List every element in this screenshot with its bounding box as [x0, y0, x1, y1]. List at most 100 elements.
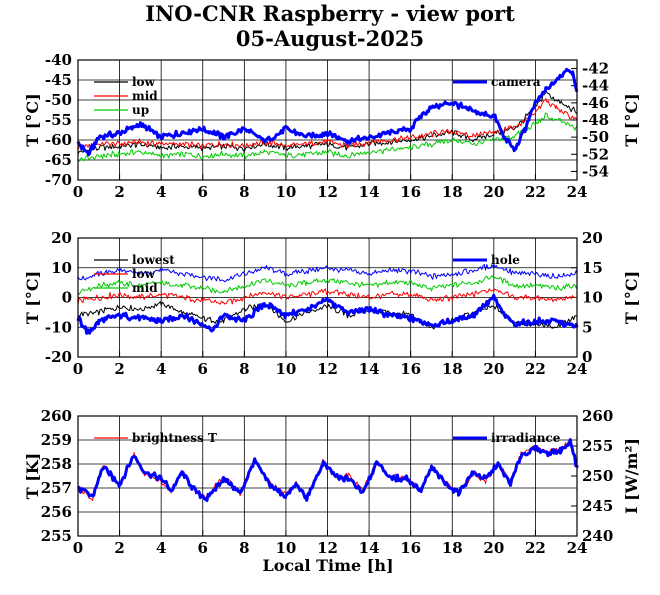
- legend-label-right: irradiance: [491, 431, 561, 445]
- y-tick-label-right: 10: [582, 289, 603, 307]
- x-tick-label: 20: [483, 539, 504, 557]
- x-tick-label: 18: [442, 360, 463, 378]
- plot-frame: [77, 415, 578, 537]
- y-tick-label-left: 20: [51, 229, 72, 247]
- y-tick-label-left: -60: [45, 131, 72, 149]
- x-tick-label: 24: [567, 360, 588, 378]
- y-tick-label-right: 260: [582, 407, 613, 425]
- x-tick-label: 4: [156, 183, 166, 201]
- x-tick-label: 16: [400, 539, 421, 557]
- chart-subtitle: 05-August-2025: [236, 26, 424, 51]
- plot-frame: [77, 59, 578, 181]
- y-tick-label-right: -54: [582, 162, 609, 180]
- panel-3: 0 2 4 6 8 10 12 14 16 18 20 22 242602592582572562552…: [23, 407, 641, 557]
- y-tick-label-left: -10: [45, 318, 72, 336]
- legend-label: low: [132, 75, 156, 89]
- series-line-mid: [77, 98, 578, 151]
- series-line-up: [77, 112, 578, 162]
- y-tick-label-right: 240: [582, 527, 613, 545]
- y-tick-label-right: 20: [582, 229, 603, 247]
- x-tick-label: 2: [114, 183, 124, 201]
- y-tick-label-right: 5: [582, 318, 592, 336]
- series-line-mid: [77, 275, 578, 295]
- y-axis-label-left: T [K]: [23, 453, 42, 500]
- x-tick-label: 14: [359, 539, 380, 557]
- series-line-low: [77, 288, 578, 305]
- x-tick-label: 8: [239, 360, 249, 378]
- y-tick-label-left: -70: [45, 171, 72, 189]
- chart-title: INO-CNR Raspberry - view port: [145, 1, 515, 26]
- y-tick-label-left: 259: [41, 431, 72, 449]
- x-tick-label: 0: [73, 539, 83, 557]
- x-tick-label: 12: [317, 360, 338, 378]
- x-tick-label: 22: [525, 360, 546, 378]
- y-tick-label-right: 250: [582, 467, 613, 485]
- x-tick-label: 4: [156, 360, 166, 378]
- x-tick-label: 0: [73, 183, 83, 201]
- x-tick-label: 6: [198, 360, 208, 378]
- plot-frame: [77, 237, 578, 358]
- series-line-lowest: [77, 301, 578, 330]
- x-tick-label: 22: [525, 539, 546, 557]
- y-axis-label-right: T [°C]: [622, 93, 641, 146]
- series-line-hole: [76, 293, 579, 335]
- x-tick-label: 24: [567, 183, 588, 201]
- y-tick-label-left: -40: [45, 51, 72, 69]
- y-tick-label-right: 15: [582, 259, 603, 277]
- y-tick-label-left: -50: [45, 91, 72, 109]
- x-tick-label: 6: [198, 539, 208, 557]
- legend-label-right: camera: [491, 75, 541, 89]
- y-tick-label-right: -50: [582, 128, 609, 146]
- y-tick-label-right: -42: [582, 60, 609, 78]
- series-line-camera: [76, 67, 579, 157]
- x-tick-label: 4: [156, 539, 166, 557]
- panel-1: 0 2 4 6 8 10 12 14 16 18 20 22 24-40-45-50-55-60-65-…: [23, 51, 641, 201]
- x-tick-label: 24: [567, 539, 588, 557]
- legend-label-right: hole: [491, 253, 520, 267]
- panel-2: 0 2 4 6 8 10 12 14 16 18 20 22 2420100-10-2020151050…: [23, 229, 641, 378]
- x-tick-label: 18: [442, 183, 463, 201]
- y-tick-label-right: 245: [582, 497, 613, 515]
- y-tick-label-left: 257: [41, 479, 72, 497]
- x-tick-label: 16: [400, 360, 421, 378]
- x-tick-label: 14: [359, 183, 380, 201]
- y-tick-label-left: 256: [41, 503, 72, 521]
- legend-label: mid: [132, 89, 158, 103]
- legend-label: mid: [132, 281, 158, 295]
- x-axis-label: Local Time [h]: [262, 556, 393, 575]
- panels: 0 2 4 6 8 10 12 14 16 18 20 22 24-40-45-50-55-60-65-…: [23, 51, 641, 557]
- y-axis-label-left: T [°C]: [23, 93, 42, 146]
- y-tick-label-right: 0: [582, 348, 592, 366]
- x-tick-label: 2: [114, 360, 124, 378]
- y-axis-label-right: I [W/m²]: [622, 438, 641, 514]
- y-tick-label-right: -48: [582, 111, 609, 129]
- x-tick-label: 20: [483, 183, 504, 201]
- x-tick-label: 8: [239, 183, 249, 201]
- x-tick-label: 6: [198, 183, 208, 201]
- legend-label: lowest: [132, 253, 175, 267]
- x-tick-label: 10: [275, 539, 296, 557]
- y-tick-label-right: 255: [582, 437, 613, 455]
- x-tick-label: 12: [317, 183, 338, 201]
- x-tick-label: 8: [239, 539, 249, 557]
- x-tick-label: 10: [275, 360, 296, 378]
- x-tick-label: 16: [400, 183, 421, 201]
- y-tick-label-left: -55: [45, 111, 72, 129]
- y-tick-label-right: -44: [582, 77, 609, 95]
- y-tick-label-left: 10: [51, 259, 72, 277]
- legend-label: low: [132, 267, 156, 281]
- y-tick-label-left: -45: [45, 71, 72, 89]
- y-tick-label-right: -52: [582, 145, 609, 163]
- x-tick-label: 18: [442, 539, 463, 557]
- y-tick-label-left: -20: [45, 348, 72, 366]
- series-line-irradiance: [76, 438, 579, 503]
- x-tick-label: 0: [73, 360, 83, 378]
- legend-label: up: [132, 103, 149, 117]
- y-axis-label-left: T [°C]: [23, 271, 42, 324]
- legend-label: brightness T: [132, 431, 217, 445]
- y-tick-label-left: 260: [41, 407, 72, 425]
- x-tick-label: 12: [317, 539, 338, 557]
- y-tick-label-left: 0: [62, 289, 72, 307]
- y-tick-label-right: -46: [582, 94, 609, 112]
